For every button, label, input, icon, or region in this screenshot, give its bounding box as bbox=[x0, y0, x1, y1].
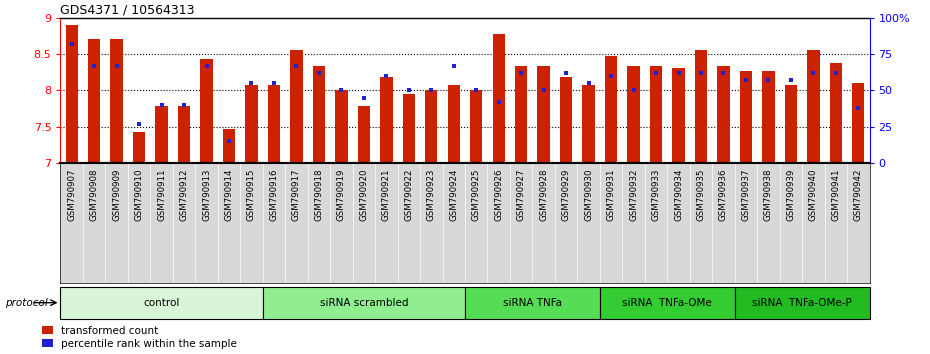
Bar bbox=[268, 85, 280, 163]
Text: GSM790923: GSM790923 bbox=[427, 169, 436, 221]
Bar bbox=[335, 90, 348, 163]
Text: GSM790912: GSM790912 bbox=[179, 169, 189, 221]
Bar bbox=[178, 106, 191, 163]
Text: GSM790931: GSM790931 bbox=[606, 169, 616, 221]
Bar bbox=[628, 66, 640, 163]
Text: GSM790939: GSM790939 bbox=[787, 169, 795, 221]
Text: GSM790930: GSM790930 bbox=[584, 169, 593, 221]
Text: GSM790914: GSM790914 bbox=[224, 169, 233, 221]
Text: GSM790929: GSM790929 bbox=[562, 169, 571, 221]
Text: GSM790934: GSM790934 bbox=[674, 169, 683, 221]
Bar bbox=[672, 68, 684, 163]
Text: GSM790932: GSM790932 bbox=[629, 169, 638, 221]
Text: GSM790911: GSM790911 bbox=[157, 169, 166, 221]
Text: GSM790910: GSM790910 bbox=[135, 169, 143, 221]
Bar bbox=[582, 85, 595, 163]
Text: siRNA  TNFa-OMe-P: siRNA TNFa-OMe-P bbox=[752, 298, 852, 308]
Bar bbox=[600, 287, 735, 319]
Bar bbox=[65, 25, 78, 163]
Text: GSM790926: GSM790926 bbox=[494, 169, 503, 221]
Bar bbox=[111, 40, 123, 163]
Text: GDS4371 / 10564313: GDS4371 / 10564313 bbox=[60, 4, 195, 17]
Text: siRNA  TNFa-OMe: siRNA TNFa-OMe bbox=[622, 298, 712, 308]
Text: GSM790920: GSM790920 bbox=[359, 169, 368, 221]
Text: GSM790925: GSM790925 bbox=[472, 169, 481, 221]
Bar bbox=[604, 56, 618, 163]
Bar bbox=[493, 34, 505, 163]
Text: GSM790915: GSM790915 bbox=[247, 169, 256, 221]
Text: GSM790922: GSM790922 bbox=[405, 169, 413, 221]
Bar bbox=[425, 90, 437, 163]
Text: control: control bbox=[143, 298, 179, 308]
Text: GSM790938: GSM790938 bbox=[764, 169, 773, 221]
Bar bbox=[763, 71, 775, 163]
Text: GSM790918: GSM790918 bbox=[314, 169, 324, 221]
Bar bbox=[739, 71, 752, 163]
Text: GSM790936: GSM790936 bbox=[719, 169, 728, 221]
Bar bbox=[358, 106, 370, 163]
Bar bbox=[538, 66, 550, 163]
Bar bbox=[830, 63, 842, 163]
Bar bbox=[262, 287, 465, 319]
Text: GSM790924: GSM790924 bbox=[449, 169, 458, 221]
Legend: transformed count, percentile rank within the sample: transformed count, percentile rank withi… bbox=[43, 326, 237, 349]
Text: GSM790916: GSM790916 bbox=[270, 169, 278, 221]
Text: GSM790917: GSM790917 bbox=[292, 169, 301, 221]
Bar bbox=[312, 66, 326, 163]
Bar bbox=[290, 50, 302, 163]
Text: GSM790919: GSM790919 bbox=[337, 169, 346, 221]
Bar bbox=[133, 132, 145, 163]
Bar bbox=[785, 85, 797, 163]
Text: GSM790921: GSM790921 bbox=[382, 169, 391, 221]
Bar bbox=[515, 66, 527, 163]
Bar bbox=[560, 77, 572, 163]
Text: GSM790928: GSM790928 bbox=[539, 169, 548, 221]
Bar bbox=[717, 66, 730, 163]
Text: GSM790908: GSM790908 bbox=[89, 169, 99, 221]
Bar bbox=[88, 40, 100, 163]
Bar bbox=[223, 129, 235, 163]
Text: GSM790942: GSM790942 bbox=[854, 169, 863, 221]
Bar bbox=[60, 287, 262, 319]
Bar bbox=[650, 66, 662, 163]
Bar bbox=[852, 83, 865, 163]
Text: GSM790933: GSM790933 bbox=[652, 169, 660, 221]
Bar bbox=[735, 287, 870, 319]
Bar bbox=[470, 90, 483, 163]
Text: GSM790940: GSM790940 bbox=[809, 169, 817, 221]
Text: GSM790941: GSM790941 bbox=[831, 169, 841, 221]
Bar bbox=[807, 50, 819, 163]
Bar bbox=[246, 85, 258, 163]
Bar bbox=[465, 287, 600, 319]
Bar bbox=[447, 85, 460, 163]
Text: siRNA scrambled: siRNA scrambled bbox=[320, 298, 408, 308]
Bar bbox=[403, 94, 415, 163]
Text: siRNA TNFa: siRNA TNFa bbox=[503, 298, 562, 308]
Bar bbox=[155, 106, 167, 163]
Bar bbox=[380, 77, 392, 163]
Text: GSM790935: GSM790935 bbox=[697, 169, 706, 221]
Text: GSM790937: GSM790937 bbox=[741, 169, 751, 221]
Bar bbox=[200, 59, 213, 163]
Text: GSM790913: GSM790913 bbox=[202, 169, 211, 221]
Text: GSM790907: GSM790907 bbox=[67, 169, 76, 221]
Text: protocol: protocol bbox=[5, 298, 47, 308]
Text: GSM790909: GSM790909 bbox=[113, 169, 121, 221]
Bar bbox=[695, 50, 707, 163]
Text: GSM790927: GSM790927 bbox=[517, 169, 525, 221]
